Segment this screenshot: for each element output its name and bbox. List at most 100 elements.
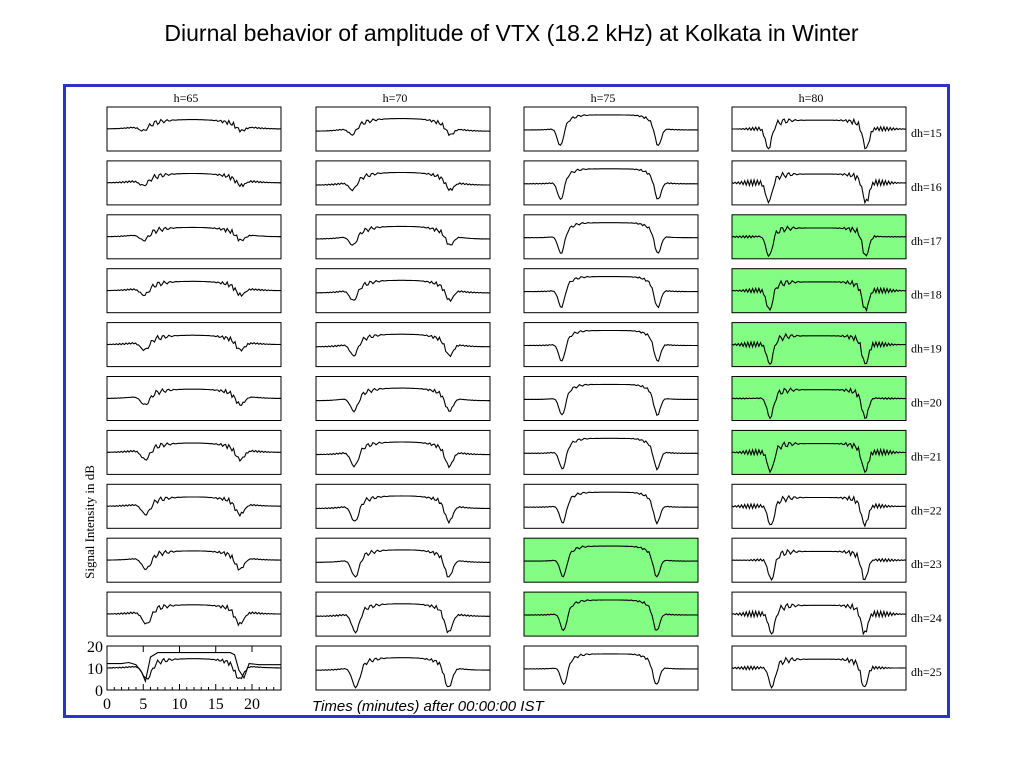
column-label: h=70	[383, 91, 408, 105]
series-line	[731, 171, 907, 205]
row-label: dh=17	[911, 234, 942, 248]
panel	[731, 160, 907, 206]
series-line	[315, 387, 491, 413]
panel	[523, 537, 699, 583]
series-line	[316, 118, 491, 137]
panel-box	[106, 268, 282, 314]
column-label: h=80	[799, 91, 824, 105]
series-line	[106, 549, 282, 571]
y-tick-label: 10	[87, 661, 103, 678]
panel	[731, 322, 907, 368]
panel	[523, 214, 699, 260]
row-label: dh=25	[911, 665, 942, 679]
panel-box	[315, 429, 491, 475]
panel	[315, 483, 491, 529]
panel	[731, 591, 907, 637]
panel-grid: h=65 h=70 h=75 h=80 dh=15 dh=16 dh=17 dh=18 dh=1…	[82, 91, 942, 715]
x-tick-label: 20	[244, 696, 260, 713]
series-line	[107, 118, 282, 134]
y-axis-label: Signal Intensity in dB	[82, 465, 97, 579]
panel	[315, 268, 491, 314]
panel	[523, 376, 699, 421]
panel-box	[315, 268, 491, 314]
series-line	[315, 657, 490, 689]
row-label: dh=24	[911, 611, 942, 625]
panel	[523, 322, 699, 368]
series-line	[315, 495, 490, 525]
series-line	[316, 279, 491, 303]
y-tick-label: 0	[95, 683, 103, 700]
panel	[106, 591, 282, 637]
series-line	[731, 441, 907, 474]
column-label: h=65	[174, 91, 199, 105]
column-label: h=75	[591, 91, 616, 105]
series-line	[731, 602, 907, 636]
series-line	[524, 114, 698, 146]
panel	[315, 376, 491, 421]
series-line	[106, 603, 281, 627]
panel-box	[315, 483, 491, 529]
panel-box	[106, 591, 282, 637]
series-line	[315, 603, 491, 634]
row-label: dh=20	[911, 396, 942, 410]
series-line	[315, 333, 490, 358]
panel	[315, 322, 491, 368]
panel-box	[106, 376, 282, 421]
panel	[731, 214, 907, 260]
slide-title: Diurnal behavior of amplitude of VTX (18…	[164, 20, 859, 46]
series-line	[731, 494, 906, 528]
x-tick-label: 5	[139, 696, 147, 713]
panel	[731, 268, 907, 314]
panel	[731, 483, 907, 529]
series-line	[106, 657, 281, 680]
panel	[106, 214, 282, 260]
series-line	[731, 332, 907, 366]
row-label: dh=23	[911, 557, 942, 571]
panel	[315, 106, 491, 152]
series-line	[106, 280, 282, 298]
panel	[523, 645, 699, 691]
panel-box	[106, 322, 282, 368]
series-line	[523, 437, 698, 471]
panel-box	[106, 214, 282, 260]
series-line	[315, 225, 490, 246]
panel-box	[315, 106, 491, 152]
series-line	[731, 548, 907, 582]
series-line	[106, 442, 281, 462]
series-line	[524, 545, 698, 578]
series-line	[315, 441, 491, 469]
panel-box	[106, 106, 282, 152]
series-line	[106, 496, 281, 518]
series-line	[106, 172, 282, 188]
row-label: dh=18	[911, 288, 942, 302]
panel	[731, 376, 907, 421]
row-label: dh=21	[911, 449, 942, 463]
series-line	[523, 599, 698, 632]
panel	[106, 268, 282, 314]
panel	[106, 537, 282, 583]
panel-box	[315, 160, 491, 206]
series-line	[523, 491, 698, 526]
panel	[523, 483, 699, 529]
panel	[106, 429, 282, 475]
panel-box	[106, 483, 282, 529]
panel-box	[315, 591, 491, 637]
panel	[523, 591, 699, 637]
series-line	[315, 171, 490, 192]
panel	[731, 645, 907, 691]
panel	[106, 106, 282, 152]
y-tick-label: 20	[87, 639, 103, 656]
x-tick-label: 15	[208, 696, 224, 713]
panel	[315, 645, 491, 691]
panel	[315, 214, 491, 260]
series-line	[524, 275, 698, 309]
series-line	[523, 221, 698, 254]
panel-box	[315, 645, 491, 691]
series-line	[523, 329, 698, 362]
series-line	[731, 386, 907, 420]
panel	[315, 591, 491, 637]
series-line	[316, 549, 491, 578]
row-label: dh=22	[911, 503, 942, 517]
series-line	[106, 387, 282, 407]
series-line	[731, 225, 907, 258]
